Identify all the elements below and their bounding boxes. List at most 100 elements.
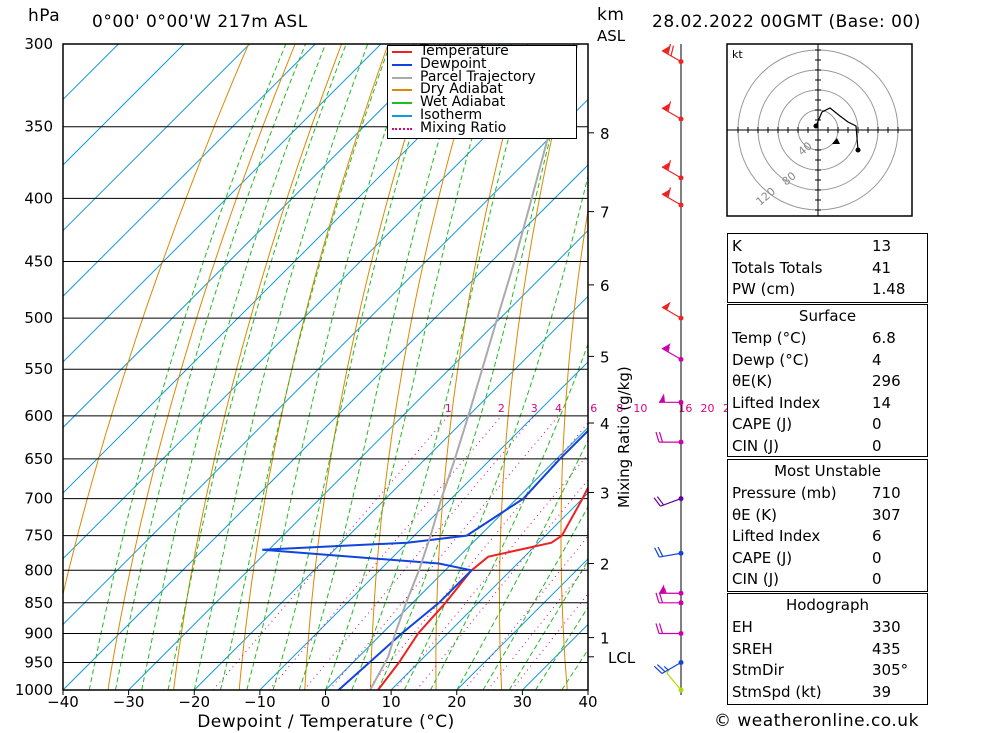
x-tick-label: −30 [113, 693, 145, 711]
pressure-tick-label: 700 [24, 490, 53, 508]
legend-item: Dry Adiabat [392, 81, 576, 98]
wet-adiabat-line [193, 44, 369, 690]
index-name: Lifted Index [732, 393, 821, 412]
legend-item: Isotherm [392, 107, 576, 123]
mixing-ratio-label: 20 [701, 402, 715, 415]
wet-adiabat-line [325, 44, 500, 690]
wind-barb [655, 431, 684, 445]
location-label: 0°00' 0°00'W 217m ASL [92, 12, 308, 32]
hpa-label: hPa [28, 6, 60, 26]
dry-adiabat-line [63, 44, 250, 597]
index-row: K 13 [728, 236, 927, 257]
legend-swatch [392, 51, 412, 53]
legend-item: Wet Adiabat [392, 95, 576, 109]
index-name: PW (cm) [732, 280, 796, 298]
isotherm-line [456, 558, 588, 690]
legend-label: Isotherm [420, 107, 483, 123]
legend-swatch [392, 76, 412, 79]
mixing-ratio-label: 8 [616, 402, 623, 415]
km-tick-label: 1 [600, 630, 610, 648]
legend-label: Mixing Ratio [420, 119, 507, 136]
dry-adiabat-line [560, 207, 588, 690]
pressure-tick-label: 900 [24, 624, 53, 642]
index-value: 6 [872, 527, 882, 545]
index-value: 710 [872, 484, 901, 502]
legend-swatch [392, 89, 412, 92]
legend-label: Dry Adiabat [420, 81, 503, 98]
index-name: θE (K) [732, 505, 777, 524]
index-row: Lifted Index 6 [728, 526, 927, 547]
index-name: θE(K) [732, 372, 773, 390]
isotherm-line [193, 295, 588, 690]
index-name: CIN (J) [732, 436, 780, 455]
legend-swatch [392, 115, 412, 117]
isotherm-line [63, 44, 513, 494]
wet-adiabat-line [115, 44, 306, 690]
dry-adiabat-line [943, 44, 1000, 690]
mixing-ratio-label: 4 [555, 402, 562, 415]
wind-barb [659, 393, 684, 405]
index-name: Totals Totals [732, 258, 823, 277]
legend-item: Mixing Ratio [392, 119, 576, 136]
isotherm-line [63, 44, 250, 232]
hodograph-unit: kt [732, 48, 743, 61]
wind-barb [661, 43, 684, 65]
index-value: 330 [872, 618, 901, 636]
pressure-tick-label: 350 [24, 118, 53, 136]
wet-adiabat-line [246, 44, 415, 690]
km-tick-label: 3 [600, 484, 610, 502]
dry-adiabat-line [992, 44, 1000, 690]
wet-adiabat-line [220, 44, 391, 690]
dry-adiabat-line [107, 44, 296, 690]
wind-barb [659, 584, 684, 596]
pressure-tick-label: 850 [24, 594, 53, 612]
isotherm-line [63, 44, 579, 560]
pressure-tick-label: 600 [24, 407, 53, 425]
pressure-tick-label: 950 [24, 653, 53, 671]
wind-barb [655, 623, 684, 636]
asl-label: ASL [597, 27, 626, 45]
legend-swatch [392, 127, 412, 130]
hodograph-table: Hodograph EH 330 SREH 435 StmDir 305° StmSpd (… [727, 593, 928, 705]
isotherm-line [63, 44, 382, 363]
isotherm-line [63, 164, 588, 690]
hodograph-point [813, 123, 819, 129]
mixing-ratio-label: 1 [445, 402, 452, 415]
index-name: CAPE (J) [732, 415, 793, 433]
index-row: CAPE (J) 0 [728, 414, 927, 435]
watermark: © weatheronline.co.uk [714, 711, 919, 731]
isotherm-line [259, 361, 588, 690]
x-tick-label: 10 [382, 693, 401, 711]
index-name: Temp (°C) [732, 329, 807, 347]
mixing-ratio-label: 16 [678, 402, 692, 415]
isotherm-line [390, 492, 588, 690]
wet-adiabat-line [430, 342, 588, 690]
km-tick-label: 6 [600, 277, 610, 295]
parcel-trajectory-line [369, 44, 579, 690]
index-value: 0 [872, 436, 882, 455]
x-tick-label: 30 [513, 693, 532, 711]
dry-adiabat-line [499, 44, 575, 690]
mixing-ratio-line [329, 415, 559, 690]
most-unstable-title: Most Unstable [774, 462, 881, 480]
index-row: CIN (J) 0 [728, 436, 927, 457]
legend-item: Dewpoint [392, 57, 576, 71]
wet-adiabat-line [298, 44, 469, 690]
index-value: 41 [872, 258, 892, 277]
wind-barb [661, 101, 684, 122]
storm-motion-marker [832, 138, 840, 144]
x-tick-label: −10 [244, 693, 276, 711]
mixing-ratio-label: 10 [633, 402, 647, 415]
index-value: 39 [872, 682, 892, 701]
km-tick-label: 8 [600, 125, 610, 143]
pressure-tick-label: 650 [24, 450, 53, 468]
index-value: 4 [872, 350, 882, 369]
isotherm-line [63, 44, 316, 297]
dry-adiabat-line [370, 44, 482, 690]
km-tick-label: 7 [600, 204, 610, 222]
plot-frame [62, 43, 589, 691]
wind-barb [653, 496, 684, 507]
most-unstable-table: Most Unstable Pressure (mb) 710 θE (K) 307 L… [727, 459, 928, 592]
indices-table: K 13 Totals Totals 41 PW (cm) 1.48 [727, 233, 928, 303]
index-row: PW (cm) 1.48 [728, 279, 927, 300]
